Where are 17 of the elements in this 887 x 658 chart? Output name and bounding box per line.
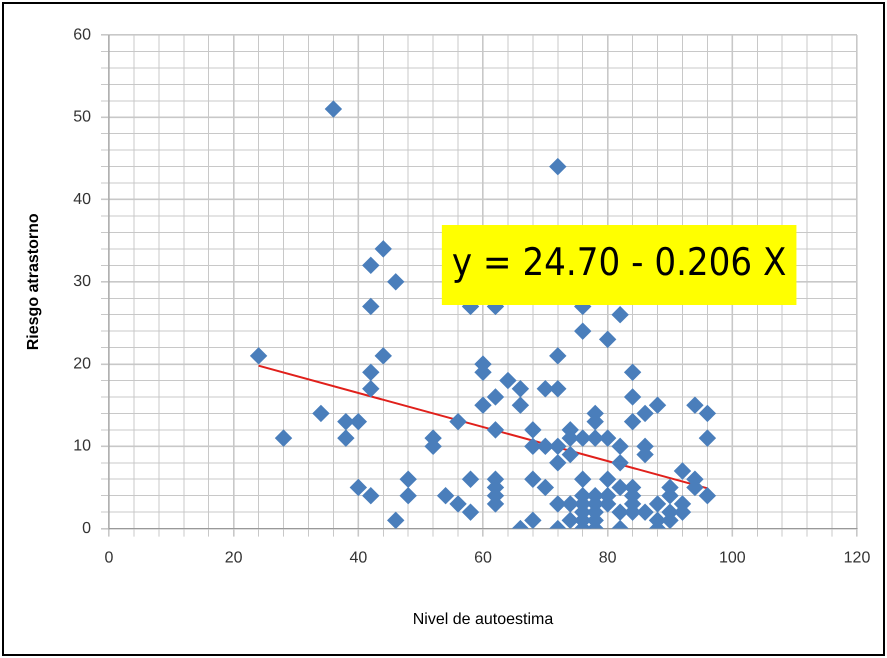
y-tick-label: 50 [73,108,92,126]
y-tick-label: 40 [73,190,92,208]
x-tick-label: 20 [224,550,243,567]
y-tick-label: 20 [73,355,92,372]
y-axis-title: Riesgo atrastorno [25,213,42,350]
x-tick-label: 120 [844,550,870,567]
y-tick-label: 30 [73,273,92,290]
y-tick-label: 0 [82,520,92,538]
annotation: y = 24.70 - 0.206 X [452,240,786,284]
y-tick-label: 60 [73,26,92,44]
x-tick-label: 80 [598,550,617,567]
x-tick-label: 100 [718,550,746,567]
x-axis-title: Nivel de autoestima [412,610,554,628]
x-tick-label: 0 [104,550,114,567]
x-tick-label: 40 [349,550,368,567]
x-tick-label: 60 [474,550,492,567]
y-tick-label: 10 [73,438,92,455]
